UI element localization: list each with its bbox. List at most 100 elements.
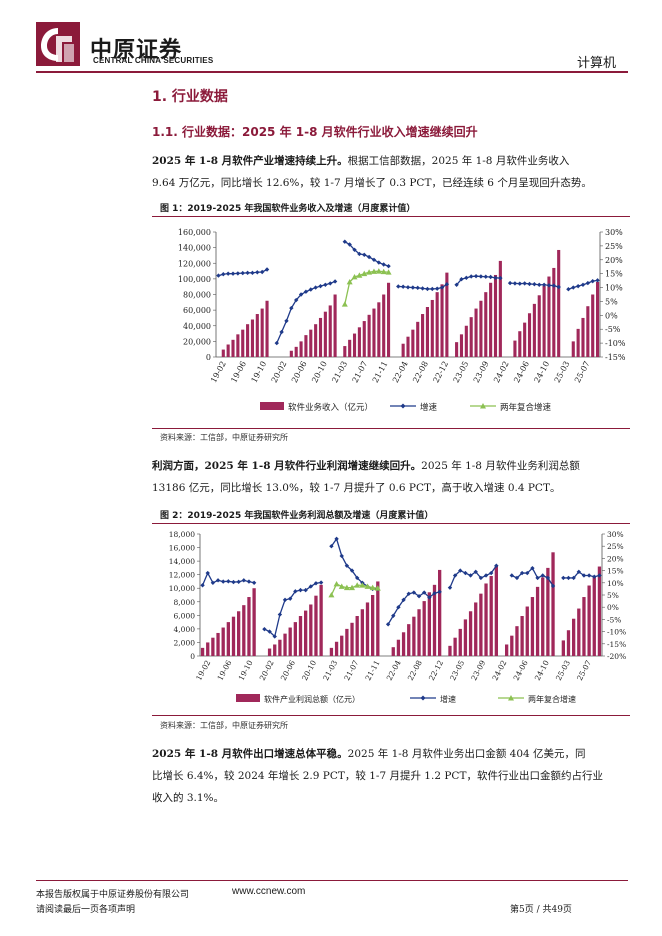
revenue-bar (340, 635, 344, 656)
revenue-bar (551, 552, 555, 656)
revenue-bar (527, 313, 532, 357)
growth-point (264, 267, 270, 272)
growth-point (439, 285, 445, 290)
growth-point (250, 270, 255, 276)
revenue-bar (525, 606, 529, 656)
y-right-tick-label: 15% (607, 567, 624, 576)
revenue-bar (435, 292, 439, 357)
compound-growth-point (346, 279, 353, 285)
y-left-tick-label: 100,000 (178, 275, 211, 284)
revenue-bar (289, 350, 293, 357)
revenue-bar (221, 627, 225, 656)
revenue-bar (546, 567, 550, 656)
revenue-bar (561, 640, 565, 656)
revenue-bar (406, 336, 410, 357)
y-left-tick-label: 0 (206, 353, 211, 362)
legend-label: 两年复合增速 (528, 694, 576, 704)
growth-line (344, 241, 389, 267)
growth-point (493, 275, 498, 281)
growth-point (318, 283, 323, 289)
growth-point (235, 271, 241, 276)
revenue-bar (587, 585, 591, 656)
revenue-bar (323, 311, 327, 357)
company-logo-icon (36, 22, 80, 66)
revenue-bar (246, 324, 250, 357)
revenue-bar (267, 648, 272, 656)
revenue-bar (523, 322, 527, 357)
paragraph-text: 根据工信部数据，2025 年 1-8 月软件业务收入 (347, 155, 570, 167)
y-right-tick-label: 0% (607, 603, 619, 612)
revenue-bar (288, 627, 292, 656)
growth-point (585, 280, 591, 286)
growth-point (215, 578, 221, 583)
revenue-bar (283, 633, 287, 656)
figure-2-bottom-rule (152, 715, 630, 716)
compound-growth-point (366, 269, 373, 275)
growth-line (264, 581, 322, 638)
revenue-bar (463, 619, 468, 656)
growth-point (334, 536, 339, 542)
x-tick-label: 20-02 (258, 659, 276, 683)
revenue-bar (484, 583, 488, 656)
revenue-bar (484, 292, 488, 357)
header-divider (36, 71, 628, 73)
revenue-bar (255, 314, 259, 357)
growth-point (447, 585, 453, 590)
y-left-tick-label: 40,000 (183, 322, 211, 331)
x-tick-label: 22-04 (385, 659, 403, 683)
y-left-tick-label: 80,000 (183, 291, 211, 300)
revenue-bar (365, 602, 370, 656)
y-left-tick-label: 4,000 (174, 625, 196, 634)
growth-point (464, 275, 469, 281)
revenue-bar (566, 630, 571, 656)
growth-point (537, 282, 542, 287)
y-left-tick-label: 20,000 (183, 337, 211, 346)
revenue-bar (357, 327, 361, 357)
growth-point (415, 285, 420, 291)
revenue-bar (479, 300, 483, 357)
paragraph-lead: 2025 年 1-8 月软件产业增速持续上升。 (152, 155, 348, 167)
growth-point (401, 597, 406, 603)
growth-point (566, 575, 571, 581)
revenue-bar (216, 632, 220, 656)
footer-website-link[interactable]: www.ccnew.com (232, 886, 306, 897)
growth-point (478, 274, 484, 279)
paragraph-line: 利润方面，2025 年 1-8 月软件行业利润增速继续回升。2025 年 1-8… (152, 455, 630, 477)
x-tick-label: 24-06 (512, 659, 530, 683)
revenue-bar (417, 609, 421, 656)
revenue-bar (494, 565, 498, 656)
growth-point (391, 613, 396, 618)
section-heading: 1. 行业数据 (152, 89, 228, 105)
growth-point (294, 297, 299, 303)
revenue-bar (273, 644, 277, 656)
revenue-bar (211, 637, 215, 656)
footer-copyright: 本报告版权属于中原证券股份有限公司 (36, 890, 190, 900)
figure-1-chart: 160,000 140,000 120,000 100,000 80,000 60,000… (152, 220, 630, 429)
revenue-bar (371, 595, 375, 656)
figure-1-title: 图 1：2019-2025 年我国软件业务收入及增速（月度累计值） (160, 204, 416, 214)
x-tick-label: 22-12 (427, 659, 445, 683)
revenue-bar (226, 622, 230, 656)
y-right-tick-label: -15% (605, 353, 626, 362)
legend-line-marker (420, 695, 426, 701)
revenue-bar (376, 581, 380, 656)
page-header: 中原证券 CENTRAL CHINA SECURITIES 计算机 (0, 0, 662, 80)
compound-growth-point (375, 268, 382, 274)
growth-point (430, 286, 435, 292)
revenue-bar (455, 342, 459, 357)
revenue-bar (518, 331, 522, 357)
revenue-bar (360, 609, 364, 656)
revenue-bar (298, 616, 303, 656)
figure-2-title: 图 2：2019-2025 年我国软件业务利润总额及增速（月度累计值） (160, 511, 434, 521)
revenue-bar (314, 324, 318, 357)
revenue-bar (532, 303, 536, 357)
revenue-bar (513, 340, 517, 357)
revenue-bar (510, 635, 514, 656)
revenue-bar (576, 328, 580, 357)
growth-point (303, 289, 309, 294)
y-left-tick-label: 8,000 (174, 598, 196, 607)
x-tick-label: 21-07 (342, 659, 360, 683)
growth-line (456, 275, 501, 286)
revenue-bar (416, 321, 420, 357)
paragraph-line: 2025 年 1-8 月软件出口增速总体平稳。2025 年 1-8 月软件业务出… (152, 743, 630, 765)
